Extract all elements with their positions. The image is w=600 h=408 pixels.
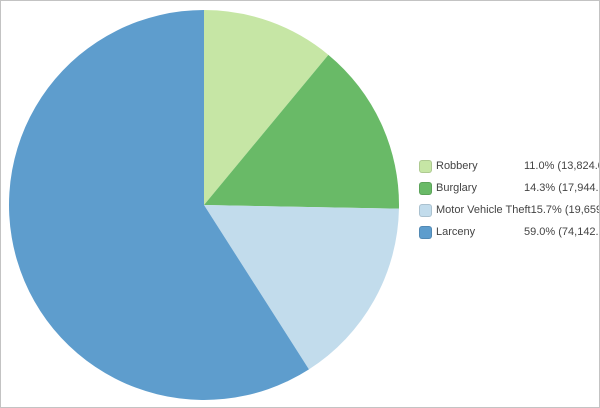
legend-value: 59.0% (74,142.0) [524,226,600,238]
legend-swatch-icon [419,181,432,195]
legend-item[interactable]: Burglary 14.3% (17,944.0) [419,177,600,199]
legend-value: 15.7% (19,659.0) [530,204,599,216]
legend-swatch-icon [419,203,432,217]
legend-item[interactable]: Robbery 11.0% (13,824.0) [419,155,600,177]
legend-label: Burglary [436,182,477,194]
legend-value: 14.3% (17,944.0) [524,182,600,194]
chart-legend: Robbery 11.0% (13,824.0) Burglary 14.3% (17… [419,155,600,243]
legend-value: 11.0% (13,824.0) [524,160,600,172]
pie-slice-robbery[interactable] [204,10,329,205]
pie-slice-motor-vehicle-theft[interactable] [204,205,399,370]
legend-label: Larceny [436,226,476,238]
legend-item[interactable]: Larceny 59.0% (74,142.0) [419,221,600,243]
pie-slice-larceny[interactable] [9,10,309,400]
legend-swatch-icon [419,225,432,239]
legend-swatch-icon [419,159,432,173]
pie-slice-burglary[interactable] [204,54,400,209]
legend-label: Robbery [436,160,478,172]
legend-label: Motor Vehicle Theft [436,204,531,216]
